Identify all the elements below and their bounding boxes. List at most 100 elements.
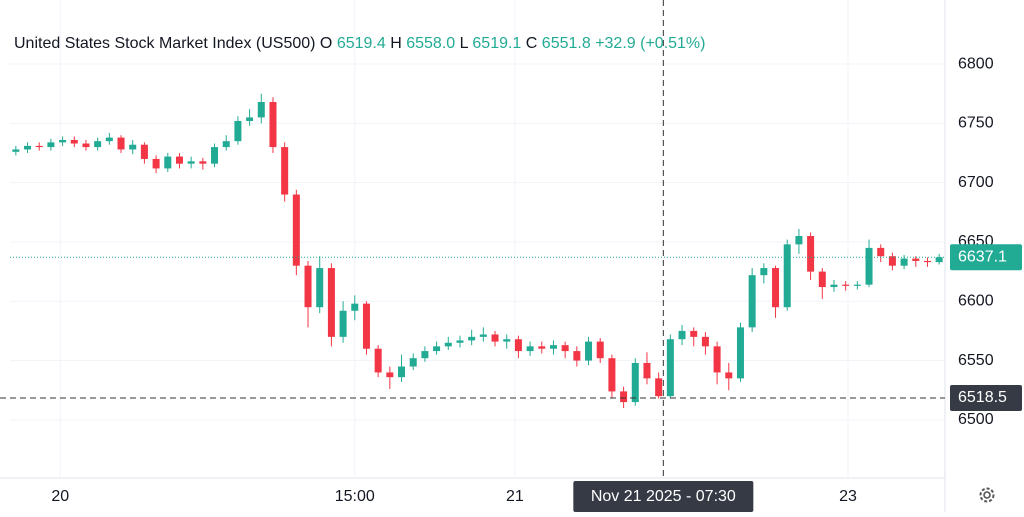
- legend-change: +32.9 (+0.51%): [595, 35, 705, 52]
- last-price-label: 6637.1: [958, 248, 1007, 265]
- candle-body: [187, 161, 195, 164]
- crosshair-price-box: [950, 384, 1022, 411]
- candle-body: [444, 342, 452, 347]
- candle-body: [736, 327, 744, 379]
- candle-body: [152, 158, 160, 169]
- candle-body: [398, 366, 406, 378]
- candle-body: [877, 247, 885, 257]
- candle-body: [701, 336, 709, 347]
- chart-title: United States Stock Market Index (US500): [14, 35, 315, 52]
- legend-value: 6519.4: [337, 35, 386, 52]
- candle-body: [573, 351, 581, 361]
- crosshair-price-label: 6518.5: [958, 389, 1007, 406]
- candle-body: [923, 260, 931, 263]
- candle-body: [339, 310, 347, 337]
- candle-body: [386, 372, 394, 378]
- legend-value: 6558.0: [406, 35, 455, 52]
- candle-body: [129, 144, 137, 150]
- candle-body: [620, 391, 628, 403]
- candle-body: [304, 265, 312, 308]
- candle-body: [655, 378, 663, 397]
- candle-body: [807, 236, 815, 272]
- candle-body: [783, 244, 791, 308]
- legend-key: O: [320, 35, 332, 52]
- x-tick-label: 21: [506, 488, 524, 505]
- candle-body: [140, 144, 148, 159]
- candle-body: [433, 346, 441, 352]
- candle-body: [374, 348, 382, 373]
- candle-body: [362, 303, 370, 349]
- candle-body: [561, 345, 569, 352]
- candle-body: [538, 346, 546, 349]
- legend-key: C: [526, 35, 538, 52]
- candle-body: [549, 345, 557, 349]
- candle-body: [935, 257, 943, 263]
- candle-body: [246, 117, 254, 121]
- candle-body: [795, 236, 803, 245]
- candle-body: [327, 268, 335, 337]
- candle-body: [888, 256, 896, 266]
- candle-body: [631, 362, 639, 403]
- x-tick-label: 15:00: [335, 488, 375, 505]
- candle-body: [82, 143, 90, 148]
- candle-body: [666, 339, 674, 397]
- candle-body: [35, 145, 43, 148]
- candle-body: [596, 341, 604, 359]
- candle-body: [222, 141, 230, 148]
- crosshair-time-label: Nov 21 2025 - 07:30: [591, 488, 736, 505]
- candle-body: [94, 141, 102, 148]
- candle-body: [760, 268, 768, 276]
- candle-body: [269, 102, 277, 148]
- candle-body: [748, 275, 756, 328]
- candle-body: [468, 336, 476, 341]
- candle-body: [70, 139, 78, 144]
- legend-key: H: [390, 35, 402, 52]
- candle-body: [292, 194, 300, 266]
- y-tick-label: 6800: [958, 55, 994, 72]
- candle-body: [491, 334, 499, 342]
- legend-key: L: [460, 35, 469, 52]
- candle-body: [853, 284, 861, 286]
- x-tick-label: 23: [839, 488, 857, 505]
- y-tick-label: 6550: [958, 352, 994, 369]
- candle-body: [585, 341, 593, 361]
- candle-body: [772, 268, 780, 308]
- settings-icon[interactable]: [979, 487, 995, 503]
- candle-body: [526, 346, 534, 352]
- candle-body: [514, 339, 522, 352]
- candle-body: [24, 145, 32, 150]
- candle-body: [818, 271, 826, 288]
- candle-body: [105, 137, 113, 142]
- candle-body: [912, 258, 920, 261]
- legend-value: 6551.8: [542, 35, 591, 52]
- y-tick-label: 6500: [958, 411, 994, 428]
- candle-body: [257, 102, 265, 118]
- last-price-box: [950, 244, 1022, 271]
- y-tick-label: 6600: [958, 292, 994, 309]
- candle-body: [281, 147, 289, 195]
- candle-body: [47, 142, 55, 148]
- candle-body: [117, 137, 125, 150]
- candle-body: [713, 346, 721, 373]
- candle-body: [409, 358, 417, 367]
- x-tick-label: 20: [51, 488, 69, 505]
- y-tick-label: 6750: [958, 115, 994, 132]
- candle-body: [900, 258, 908, 266]
- candle-body: [234, 120, 242, 142]
- candle-body: [690, 330, 698, 337]
- candle-body: [199, 161, 207, 164]
- y-tick-label: 6700: [958, 174, 994, 191]
- crosshair-time-box: [573, 481, 754, 512]
- candle-body: [421, 351, 429, 359]
- legend-value: 6519.1: [472, 35, 521, 52]
- candle-body: [503, 339, 511, 342]
- candle-body: [316, 268, 324, 308]
- candle-body: [830, 284, 838, 288]
- candle-body: [865, 247, 873, 285]
- candle-body: [351, 303, 359, 311]
- candle-body: [643, 362, 651, 379]
- candle-body: [725, 372, 733, 379]
- candle-body: [211, 147, 219, 164]
